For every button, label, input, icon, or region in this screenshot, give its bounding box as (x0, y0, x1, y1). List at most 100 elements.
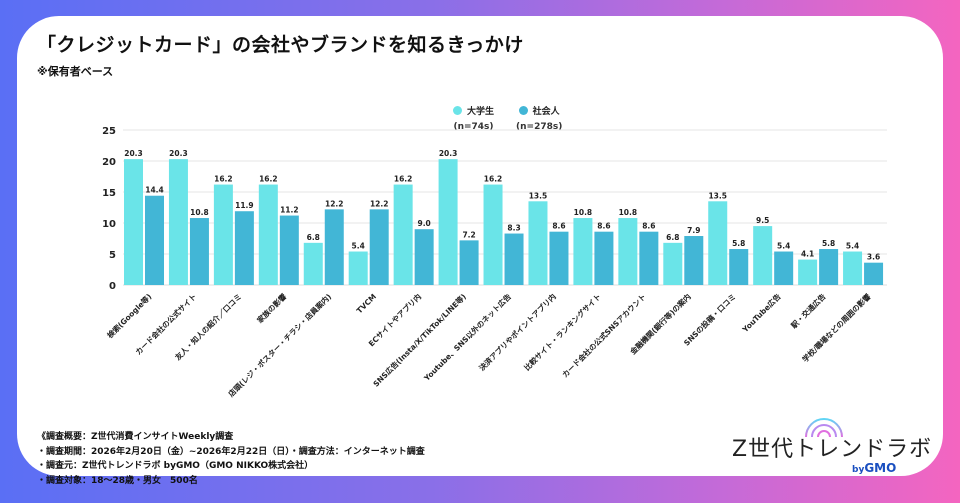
legend-swatch-students (453, 106, 462, 115)
x-tick-label: 駅・交通広告 (788, 291, 828, 331)
x-tick-label: 店頭(レジ・ポスター・チラシ・店員案内) (226, 291, 333, 398)
data-label: 5.4 (846, 242, 859, 251)
bar-students (258, 184, 278, 285)
y-tick-label: 0 (109, 281, 116, 292)
chart-subtitle: ※保有者ベース (37, 65, 114, 78)
data-label: 20.3 (439, 149, 458, 158)
bar-students (618, 218, 638, 285)
data-label: 16.2 (214, 175, 233, 184)
data-label: 5.4 (777, 242, 790, 251)
signal-arcs-icon (805, 418, 843, 438)
data-label: 8.3 (507, 224, 520, 233)
footer-line-period: ・調査期間：2026年2月20日（金）~2026年2月22日（日）・調査方法：イ… (37, 446, 425, 457)
bar-students (528, 201, 548, 285)
data-label: 20.3 (169, 149, 188, 158)
bar-students (168, 159, 188, 285)
x-tick-label: Youtube、SNS以外のネット広告 (421, 291, 513, 383)
data-label: 9.0 (417, 219, 430, 228)
footer-line-overview: 《調査概要：Z世代消費インサイトWeekly調査 (37, 432, 234, 442)
logo-text: Z世代トレンドラボ (732, 437, 933, 462)
bar-workers (864, 262, 884, 285)
data-label: 11.9 (235, 201, 254, 210)
data-label: 10.8 (190, 208, 209, 217)
data-label: 16.2 (394, 175, 413, 184)
logo-by: by (852, 465, 865, 475)
y-tick-label: 10 (102, 219, 116, 230)
bar-students (303, 242, 323, 285)
logo-by-gmo: byGMO (852, 461, 896, 475)
y-tick-label: 5 (109, 250, 116, 261)
bar-workers (639, 231, 659, 285)
x-tick-label: 家族の影響 (255, 291, 289, 325)
legend-n-students: (n=74s) (453, 122, 494, 132)
data-label: 7.9 (687, 226, 700, 235)
bar-students (393, 184, 413, 285)
bar-workers (684, 236, 704, 285)
footer-line-source: ・調査元：Z世代トレンドラボ byGMO（GMO NIKKO株式会社） (37, 461, 314, 471)
data-label: 14.4 (145, 186, 164, 195)
y-tick-label: 25 (102, 126, 116, 137)
bar-workers (594, 231, 614, 285)
data-label: 16.2 (484, 175, 503, 184)
data-label: 12.2 (370, 199, 389, 208)
x-tick-label: YouTube広告 (739, 291, 783, 335)
data-label: 12.2 (325, 199, 344, 208)
bar-workers (279, 215, 299, 285)
bar-workers (369, 209, 389, 285)
data-label: 8.6 (552, 222, 565, 231)
x-tick-label: 決済アプリやポイントアプリ内 (477, 291, 558, 372)
bar-students (213, 184, 233, 285)
bar-workers (145, 195, 164, 285)
x-tick-label: TVCM (355, 292, 378, 315)
bar-students (124, 159, 143, 285)
legend: 大学生 (n=74s) 社会人 (n=278s) (453, 104, 562, 132)
bar-workers (774, 251, 794, 285)
bar-workers (504, 233, 524, 285)
legend-n-workers: (n=278s) (516, 122, 563, 132)
bar-workers (324, 209, 344, 285)
data-label: 5.8 (732, 239, 745, 248)
data-label: 3.6 (867, 253, 880, 262)
bar-students (438, 159, 458, 285)
bar-workers (189, 218, 209, 285)
data-label: 6.8 (307, 233, 320, 242)
bar-workers (414, 229, 434, 285)
bar-students (753, 226, 773, 285)
x-tick-label: 検索(Google等) (105, 291, 154, 340)
y-tick-label: 20 (102, 157, 116, 168)
y-tick-label: 15 (102, 188, 116, 199)
data-label: 8.6 (642, 222, 655, 231)
bar-students (663, 242, 683, 285)
legend-item-students: 大学生 (n=74s) (453, 104, 494, 132)
data-label: 13.5 (708, 191, 727, 200)
data-label: 10.8 (619, 208, 638, 217)
x-tick-label: カード会社の公式SNSアカウント (560, 291, 648, 379)
bar-students (573, 218, 593, 285)
data-label: 4.1 (801, 250, 814, 259)
bar-students (798, 259, 818, 285)
data-label: 13.5 (529, 191, 548, 200)
bar-students (708, 201, 728, 285)
footer-line-target: ・調査対象：18〜28歳・男女 500名 (37, 475, 198, 486)
bar-workers (729, 249, 749, 285)
bar-workers (459, 240, 479, 285)
legend-label-workers: 社会人 (532, 107, 560, 117)
data-label: 5.4 (352, 242, 365, 251)
data-label: 9.5 (756, 216, 769, 225)
legend-label-students: 大学生 (467, 107, 495, 117)
data-label: 10.8 (574, 208, 593, 217)
bar-workers (234, 211, 254, 285)
data-label: 7.2 (462, 230, 475, 239)
bar-workers (549, 231, 569, 285)
bar-students (483, 184, 503, 285)
data-label: 6.8 (666, 233, 679, 242)
logo-gmo: GMO (864, 461, 897, 475)
data-label: 8.6 (597, 222, 610, 231)
survey-footer: 《調査概要：Z世代消費インサイトWeekly調査 ・調査期間：2026年2月20… (37, 430, 425, 488)
x-tick-label: 比較サイト・ランキングサイト (522, 291, 603, 372)
data-label: 5.8 (822, 239, 835, 248)
data-label: 11.2 (280, 206, 299, 215)
data-label: 20.3 (124, 149, 143, 158)
chart-title: 「クレジットカード」の会社やブランドを知るきっかけ (37, 34, 524, 56)
